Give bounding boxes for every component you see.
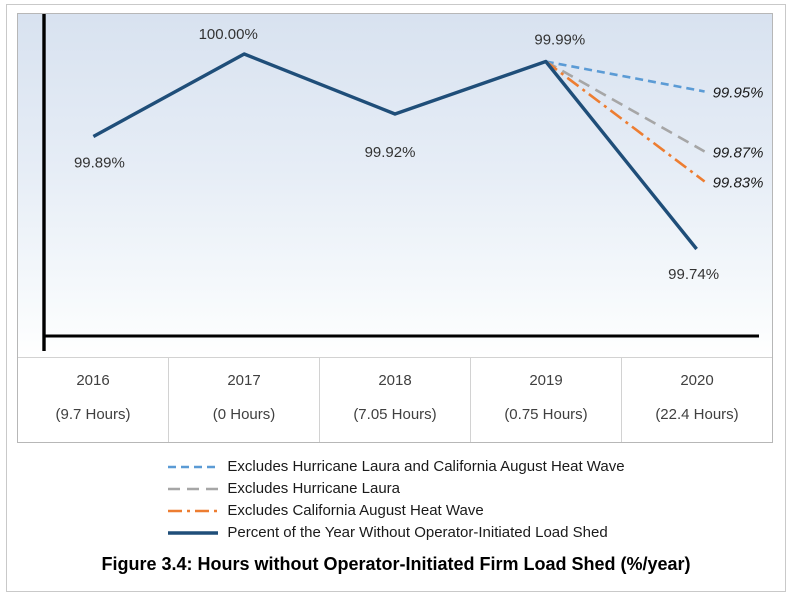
category-hours: (0.75 Hours) [504,406,588,423]
legend-item: Excludes Hurricane Laura [167,479,624,498]
category-cell-2019: 2019 (0.75 Hours) [470,358,621,442]
category-cell-2017: 2017 (0 Hours) [168,358,319,442]
plot-area: 99.95% 99.87% 99.83% 99.89% 100.00% 99.92% 99.… [18,14,772,357]
category-year: 2018 [378,372,412,389]
legend-label: Excludes Hurricane Laura and California … [227,458,625,475]
legend-line-sample [168,465,219,468]
category-axis-table: 2016 (9.7 Hours) 2017 (0 Hours) 2018 (7.… [18,357,772,442]
legend-label: Excludes California August Heat Wave [227,502,484,519]
category-hours: (0 Hours) [212,406,276,423]
exclusion-series-line-3 [545,60,706,183]
exclusion-series-line-2 [545,60,706,153]
legend-line-sample [168,509,219,512]
legend-line-sample [168,487,219,490]
chart-legend: Excludes Hurricane Laura and California … [167,457,625,542]
category-year: 2016 [76,372,110,389]
legend-label: Excludes Hurricane Laura [227,480,401,497]
legend-label: Percent of the Year Without Operator-Ini… [227,524,608,541]
point-value-label: 99.74% [668,266,719,283]
legend-line-sample [168,530,219,535]
main-series-line [92,52,698,251]
category-hours: (7.05 Hours) [353,406,437,423]
category-cell-2018: 2018 (7.05 Hours) [319,358,470,442]
category-hours: (9.7 Hours) [55,406,131,423]
category-year: 2019 [529,372,563,389]
category-year: 2017 [227,372,261,389]
figure-caption: Figure 3.4: Hours without Operator-Initi… [101,554,691,574]
figure-container: 99.95% 99.87% 99.83% 99.89% 100.00% 99.92% 99.… [6,4,786,592]
legend-item: Percent of the Year Without Operator-Ini… [167,523,624,542]
series-end-label: 99.87% [713,145,764,162]
line-chart: 99.95% 99.87% 99.83% 99.89% 100.00% 99.92% 99.… [42,14,764,351]
chart-panel: 99.95% 99.87% 99.83% 99.89% 100.00% 99.92% 99.… [17,13,773,443]
point-value-label: 100.00% [199,26,258,43]
point-value-label: 99.99% [534,32,585,49]
exclusion-series-line-1 [545,60,705,93]
category-hours: (22.4 Hours) [655,406,739,423]
category-year: 2020 [680,372,714,389]
legend-item: Excludes California August Heat Wave [167,501,624,520]
series-end-label: 99.83% [713,175,764,192]
point-value-label: 99.92% [365,144,416,161]
point-value-label: 99.89% [74,155,125,172]
category-cell-2016: 2016 (9.7 Hours) [18,358,168,442]
series-end-label: 99.95% [713,85,764,102]
category-cell-2020: 2020 (22.4 Hours) [621,358,772,442]
legend-item: Excludes Hurricane Laura and California … [167,457,625,476]
